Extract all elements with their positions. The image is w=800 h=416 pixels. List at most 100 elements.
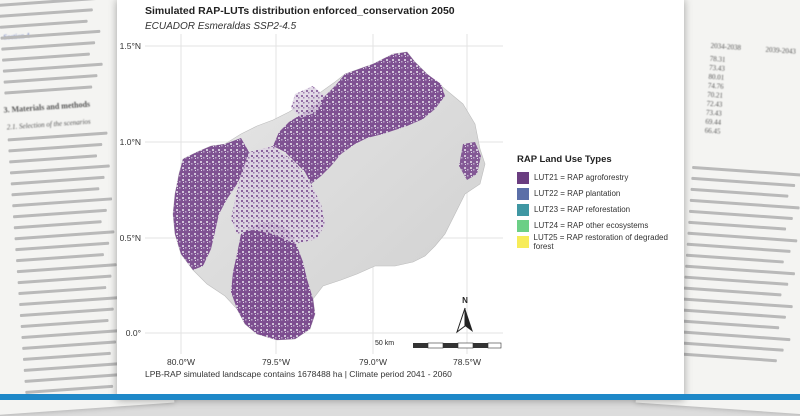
paper-text-line (11, 187, 100, 197)
paper-text-line (9, 164, 110, 175)
north-arrow-label: N (462, 296, 468, 305)
y-tick-1.5N: 1.5°N (119, 41, 141, 51)
figure-title: Simulated RAP-LUTs distribution enforced… (145, 5, 455, 17)
x-tick-79.0W: 79.0°W (359, 357, 387, 367)
legend-item-lut25: LUT25 = RAP restoration of degraded fore… (517, 232, 684, 251)
legend-label-lut23: LUT23 = RAP reforestation (534, 205, 631, 214)
paper-text-line (8, 142, 103, 153)
paper-text-line (0, 29, 101, 40)
paper-subheading: 2.1. Selection of the scenarios (6, 117, 91, 132)
agroforestry-south (231, 222, 315, 340)
paper-text-line (690, 187, 789, 198)
legend-swatch-lut25 (517, 235, 529, 248)
paper-text-line (680, 330, 791, 342)
paper-table-value: 72.43 (706, 99, 723, 109)
paper-table-value: 73.43 (705, 108, 722, 118)
paper-heading: 3. Materials and methods (3, 99, 91, 115)
paper-text-line (685, 264, 796, 276)
legend-item-lut23: LUT23 = RAP reforestation (517, 202, 684, 217)
paper-table-value: 69.44 (705, 117, 722, 127)
agroforestry-central (231, 146, 325, 244)
paper-text-line (10, 175, 105, 186)
figure-subtitle: ECUADOR Esmeraldas SSP2-4.5 (145, 21, 297, 32)
paper-text-line (688, 209, 793, 221)
paper-text-line (19, 307, 114, 318)
y-tick-0.0: 0.0° (125, 328, 141, 338)
legend-item-lut21: LUT21 = RAP agroforestry (517, 170, 684, 185)
figure-caption: LPB-RAP simulated landscape contains 167… (145, 369, 452, 379)
paper-text-line (2, 62, 103, 73)
legend-swatch-lut22 (517, 187, 529, 200)
paper-text-line (0, 19, 88, 29)
paper-text-line (22, 340, 117, 350)
paper-text-line (678, 352, 777, 363)
paper-text-line (12, 197, 113, 208)
paper-text-line (20, 318, 109, 329)
paper-table-value: 73.43 (708, 63, 726, 73)
paper-table-value: 78.31 (709, 54, 726, 64)
paper-text-line (19, 296, 120, 307)
paper-table-value: 80.01 (708, 72, 725, 82)
paper-text-line (685, 253, 784, 264)
legend-label-lut21: LUT21 = RAP agroforestry (534, 173, 629, 182)
legend-label-lut25: LUT25 = RAP restoration of degraded fore… (533, 232, 668, 251)
x-tick-79.5W: 79.5°W (262, 357, 290, 367)
paper-text-line (23, 361, 124, 372)
scale-bar-graphic (413, 342, 502, 349)
legend-item-lut24: LUT24 = RAP other ecosystems (517, 218, 684, 233)
paper-text-line (681, 319, 780, 330)
paper-text-line (12, 208, 107, 219)
paper-text-line (15, 241, 110, 252)
paper-text-line (689, 198, 800, 210)
north-arrow-icon (456, 307, 473, 334)
paper-text-line (4, 85, 93, 95)
paper-text-line (18, 285, 107, 296)
legend-title: RAP Land Use Types (517, 154, 612, 165)
paper-text-line (682, 308, 787, 319)
map-canvas (145, 34, 503, 354)
paper-text-line (7, 131, 108, 142)
paper-table-value: 66.45 (704, 126, 721, 136)
paper-text-line (16, 263, 117, 274)
legend: RAP Land Use Types LUT21 = RAP agrofores… (517, 154, 684, 251)
paper-text-line (679, 341, 784, 352)
agroforestry-north (273, 52, 445, 184)
paper-text-line (0, 0, 99, 7)
scale-bar-label: 50 km (375, 340, 395, 347)
x-tick-78.5W: 78.5°W (453, 357, 481, 367)
scale-bar: 50 km (375, 339, 505, 353)
paper-text-line (22, 351, 111, 361)
paper-table-value: 70.21 (706, 90, 724, 100)
map-panel (145, 34, 503, 354)
paper-text-line (17, 274, 112, 285)
paper-text-line (24, 373, 119, 383)
paper-text-line (13, 220, 102, 230)
paper-text-line (25, 384, 114, 394)
paper-text-line (686, 242, 791, 253)
paper-text-line (9, 154, 98, 164)
paper-col-header-1: 2034-2038 (710, 41, 742, 52)
paper-text-line (2, 52, 90, 62)
legend-label-lut24: LUT24 = RAP other ecosystems (534, 221, 649, 230)
paper-text-line (688, 220, 787, 231)
y-tick-0.5N: 0.5°N (119, 233, 141, 243)
agroforestry-west (173, 138, 249, 270)
legend-swatch-lut24 (517, 219, 529, 232)
paper-text-line (684, 275, 789, 286)
paper-text-line (1, 41, 96, 51)
legend-swatch-lut23 (517, 203, 529, 216)
paper-text-line (682, 297, 793, 309)
paper-text-line (14, 230, 115, 241)
paper-text-line (683, 286, 782, 297)
paper-text-line (691, 176, 796, 188)
paper-text-line (0, 8, 93, 18)
paper-text-line (687, 231, 798, 243)
paper-text-line (692, 165, 800, 177)
map-figure: Simulated RAP-LUTs distribution enforced… (117, 0, 684, 400)
legend-item-lut22: LUT22 = RAP plantation (517, 186, 684, 201)
y-tick-1.0N: 1.0°N (119, 137, 141, 147)
legend-swatch-lut21 (517, 171, 529, 184)
paper-col-header-2: 2039-2043 (765, 45, 797, 56)
x-tick-80.0W: 80.0°W (167, 357, 195, 367)
paper-table-value: 74.76 (707, 81, 724, 91)
